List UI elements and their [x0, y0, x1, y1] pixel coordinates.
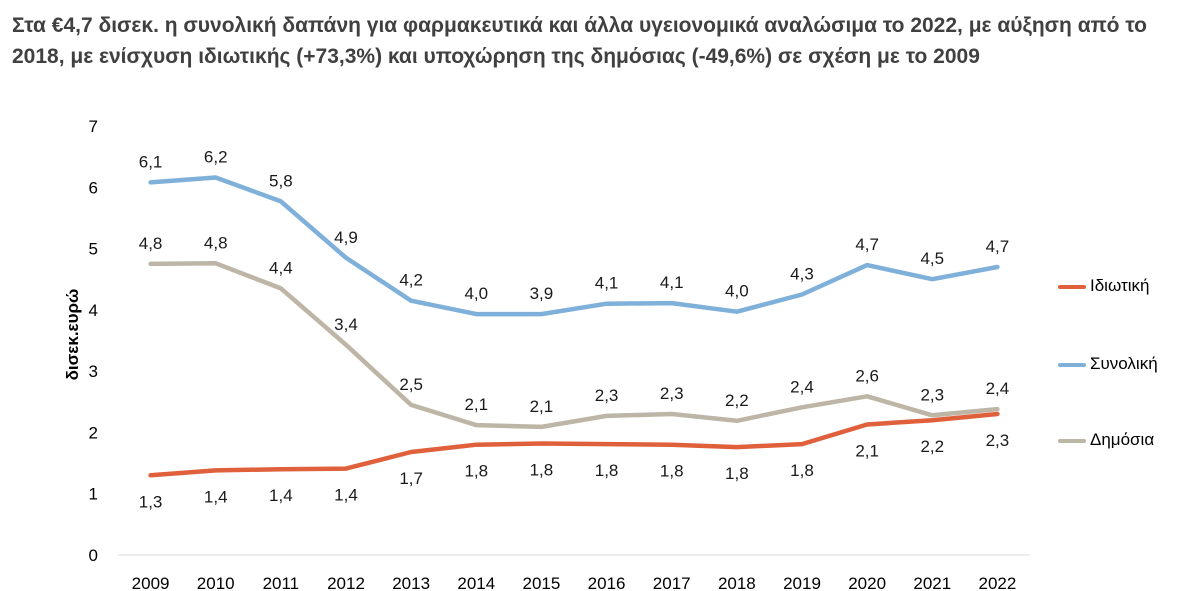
- legend-label-public: Δημόσια: [1090, 430, 1155, 449]
- series-line-private: [148, 411, 1000, 478]
- legend-swatch-total: [1058, 362, 1086, 367]
- x-tick-label: 2018: [718, 574, 756, 591]
- legend-item-total: Συνολική: [1058, 354, 1158, 374]
- y-tick-label: 7: [89, 117, 98, 136]
- x-tick-label: 2010: [197, 574, 235, 591]
- x-tick-label: 2016: [588, 574, 626, 591]
- x-tick-label: 2021: [913, 574, 951, 591]
- data-label-public: 4,8: [204, 233, 228, 252]
- data-label-private: 1,4: [334, 486, 358, 505]
- x-tick-label: 2015: [523, 574, 561, 591]
- x-tick-label: 2019: [783, 574, 821, 591]
- data-label-public: 2,6: [855, 366, 879, 385]
- y-tick-label: 0: [89, 546, 98, 565]
- data-label-total: 6,1: [139, 152, 163, 171]
- data-label-total: 4,1: [595, 274, 619, 293]
- data-label-private: 1,3: [139, 492, 163, 511]
- x-tick-label: 2011: [263, 574, 300, 591]
- data-label-public: 2,3: [920, 385, 944, 404]
- data-label-total: 5,8: [269, 171, 293, 190]
- series-line-public: [148, 261, 1000, 430]
- data-label-public: 2,3: [660, 384, 684, 403]
- data-label-public: 2,3: [595, 386, 619, 405]
- y-tick-label: 1: [89, 485, 98, 504]
- data-label-public: 2,2: [725, 391, 749, 410]
- data-label-private: 1,8: [530, 460, 554, 479]
- chart-title: Στα €4,7 δισεκ. η συνολική δαπάνη για φα…: [12, 14, 1147, 68]
- data-label-total: 4,5: [920, 249, 944, 268]
- data-label-public: 2,4: [986, 379, 1010, 398]
- legend-swatch-private: [1058, 284, 1086, 289]
- data-label-total: 6,2: [204, 147, 228, 166]
- y-tick-label: 2: [89, 423, 98, 442]
- series-line-total: [148, 175, 1000, 317]
- legend-swatch-public: [1058, 438, 1086, 443]
- legend-label-total: Συνολική: [1090, 354, 1158, 373]
- data-label-total: 4,7: [986, 237, 1010, 256]
- data-label-public: 3,4: [334, 315, 358, 334]
- y-tick-label: 6: [89, 178, 98, 197]
- data-label-total: 3,9: [530, 284, 554, 303]
- x-tick-label: 2014: [457, 574, 495, 591]
- y-tick-label: 5: [89, 240, 98, 259]
- data-label-total: 4,7: [855, 235, 879, 254]
- data-label-total: 4,0: [725, 282, 749, 301]
- y-axis-title: δισεκ.ευρώ: [63, 289, 82, 381]
- legend-label-private: Ιδιωτική: [1090, 276, 1150, 295]
- data-label-total: 4,2: [399, 271, 423, 290]
- x-tick-label: 2020: [848, 574, 886, 591]
- data-label-total: 4,9: [334, 228, 358, 247]
- data-label-total: 4,3: [790, 265, 814, 284]
- data-label-private: 1,8: [595, 461, 619, 480]
- y-tick-label: 3: [89, 362, 98, 381]
- legend-item-private: Ιδιωτική: [1058, 276, 1149, 296]
- data-label-private: 1,7: [399, 469, 423, 488]
- data-label-private: 2,1: [855, 441, 879, 460]
- data-label-public: 2,1: [464, 395, 488, 414]
- data-label-public: 4,4: [269, 258, 293, 277]
- data-label-public: 2,4: [790, 377, 814, 396]
- data-label-private: 1,8: [660, 462, 684, 481]
- data-label-private: 1,4: [204, 487, 228, 506]
- x-tick-label: 2022: [979, 574, 1017, 591]
- data-label-private: 2,2: [920, 437, 944, 456]
- data-label-public: 2,5: [399, 375, 423, 394]
- x-tick-label: 2013: [392, 574, 430, 591]
- data-label-total: 4,1: [660, 273, 684, 292]
- x-tick-label: 2017: [653, 574, 691, 591]
- y-tick-label: 4: [89, 301, 98, 320]
- x-tick-label: 2009: [132, 574, 170, 591]
- x-tick-label: 2012: [327, 574, 365, 591]
- data-label-total: 4,0: [464, 284, 488, 303]
- data-label-private: 1,8: [790, 461, 814, 480]
- legend-item-public: Δημόσια: [1058, 430, 1154, 450]
- data-label-public: 4,8: [139, 234, 163, 253]
- data-label-private: 1,8: [725, 464, 749, 483]
- data-label-private: 1,8: [464, 462, 488, 481]
- data-label-private: 1,4: [269, 486, 293, 505]
- data-label-private: 2,3: [986, 431, 1010, 450]
- data-label-public: 2,1: [530, 397, 554, 416]
